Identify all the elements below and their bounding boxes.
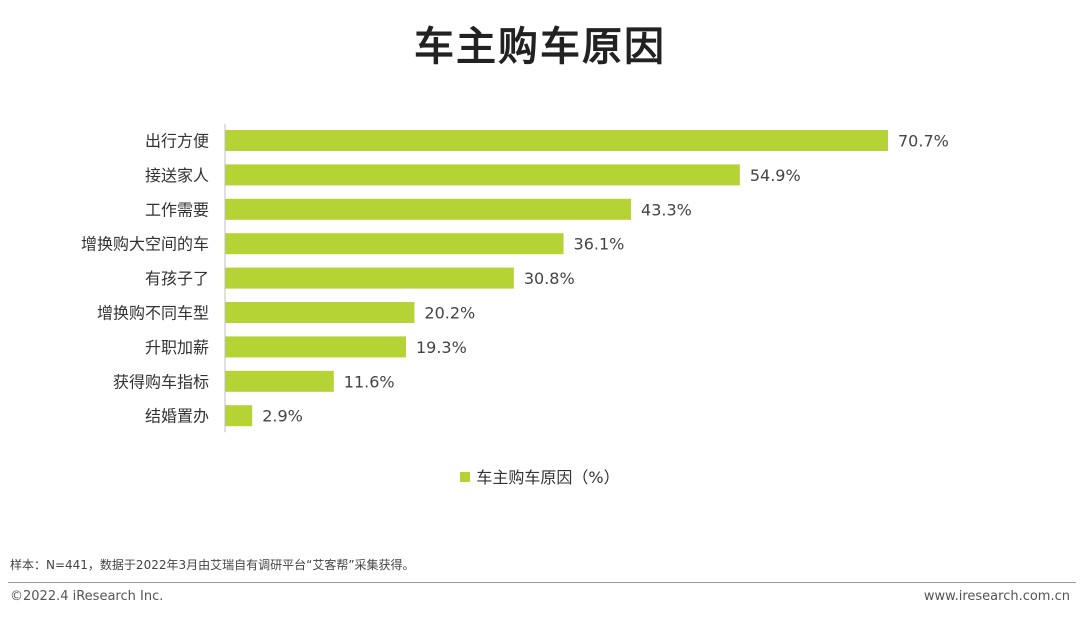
bar-7 xyxy=(225,370,334,392)
bar-4 xyxy=(225,267,514,289)
value-label-8: 2.9% xyxy=(262,407,303,426)
bar-5 xyxy=(225,302,415,323)
value-label-0: 70.7% xyxy=(898,132,949,151)
copyright-text: ©2022.4 iResearch Inc. xyxy=(10,589,164,604)
bar-0 xyxy=(225,130,888,151)
website-link[interactable]: www.iresearch.com.cn xyxy=(923,589,1070,604)
footer-divider xyxy=(8,582,1076,583)
bar-6 xyxy=(225,336,406,358)
category-label-4: 有孩子了 xyxy=(145,269,209,288)
category-label-7: 获得购车指标 xyxy=(113,372,209,391)
sample-note: 样本：N=441，数据于2022年3月由艾瑞自有调研平台“艾客帮”采集获得。 xyxy=(10,558,415,572)
category-label-2: 工作需要 xyxy=(145,200,209,219)
value-label-7: 11.6% xyxy=(344,372,395,391)
value-label-5: 20.2% xyxy=(424,304,475,323)
category-label-6: 升职加薪 xyxy=(145,338,209,357)
bar-3 xyxy=(225,233,564,255)
bars-group: 出行方便 70.7% 接送家人 54.9% 工作需要 43.3% 增换购大空间的车 36.1%… xyxy=(81,130,949,427)
category-label-1: 接送家人 xyxy=(145,166,209,185)
legend-swatch xyxy=(460,471,471,482)
category-label-8: 结婚置办 xyxy=(145,407,209,426)
bar-2 xyxy=(225,198,632,220)
bar-8 xyxy=(225,405,253,427)
category-label-0: 出行方便 xyxy=(145,132,209,151)
value-label-2: 43.3% xyxy=(641,200,692,219)
chart-title: 车主购车原因 xyxy=(414,24,666,70)
value-label-4: 30.8% xyxy=(524,269,575,288)
category-label-3: 增换购大空间的车 xyxy=(81,235,209,254)
category-label-5: 增换购不同车型 xyxy=(97,304,209,323)
legend: 车主购车原因（%） xyxy=(0,464,1080,488)
bar-1 xyxy=(225,164,740,186)
value-label-1: 54.9% xyxy=(750,166,801,185)
value-label-3: 36.1% xyxy=(574,235,625,254)
legend-label: 车主购车原因（%） xyxy=(476,468,620,487)
value-label-6: 19.3% xyxy=(416,338,467,357)
